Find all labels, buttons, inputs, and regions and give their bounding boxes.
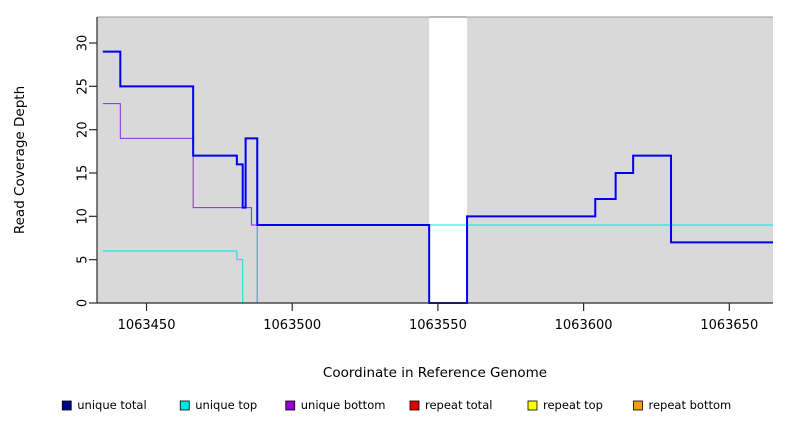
legend-swatch-repeat-total[interactable]: [409, 400, 420, 411]
x-tick-label: 1063550: [409, 318, 467, 333]
legend-swatch-unique-bottom[interactable]: [285, 400, 296, 411]
x-tick-label: 1063650: [700, 318, 758, 333]
legend-swatch-unique-top[interactable]: [179, 400, 190, 411]
legend-label-repeat-bottom[interactable]: repeat bottom: [649, 398, 732, 412]
y-tick-label: 0: [76, 299, 91, 307]
legend-swatch-repeat-top[interactable]: [527, 400, 538, 411]
y-tick-label: 10: [76, 208, 91, 225]
tick-label-group: 0 5 10 15 20 25 30 1063450 1063500 1063550 1063600…: [76, 35, 759, 333]
legend-label-unique-top[interactable]: unique top: [195, 398, 257, 412]
plot-background: [97, 16, 773, 303]
legend-swatch-unique-total[interactable]: [61, 400, 72, 411]
x-tick-label: 1063450: [118, 318, 176, 333]
series-line-unique-top: [102, 224, 773, 304]
x-axis-title: Coordinate in Reference Genome: [323, 365, 547, 381]
y-tick-label: 5: [76, 256, 91, 264]
legend-label-repeat-total[interactable]: repeat total: [425, 398, 492, 412]
y-tick-label: 25: [76, 78, 91, 95]
y-tick-label: 15: [76, 165, 91, 182]
legend-swatch-repeat-bottom[interactable]: [633, 400, 643, 411]
legend-label-unique-total[interactable]: unique total: [77, 398, 146, 412]
y-axis-title: Read Coverage Depth: [12, 86, 28, 234]
series-line-unique-total: [102, 50, 773, 304]
legend-label-repeat-top[interactable]: repeat top: [543, 398, 603, 412]
axes-group: [89, 17, 773, 311]
y-tick-label: 30: [76, 35, 91, 52]
y-tick-label: 20: [76, 121, 91, 138]
chart-legend: unique total unique top unique bottom repea…: [61, 398, 732, 412]
legend-label-unique-bottom[interactable]: unique bottom: [301, 398, 386, 412]
x-tick-label: 1063600: [555, 318, 613, 333]
x-tick-label: 1063500: [263, 318, 321, 333]
data-gap-region: [429, 17, 468, 303]
